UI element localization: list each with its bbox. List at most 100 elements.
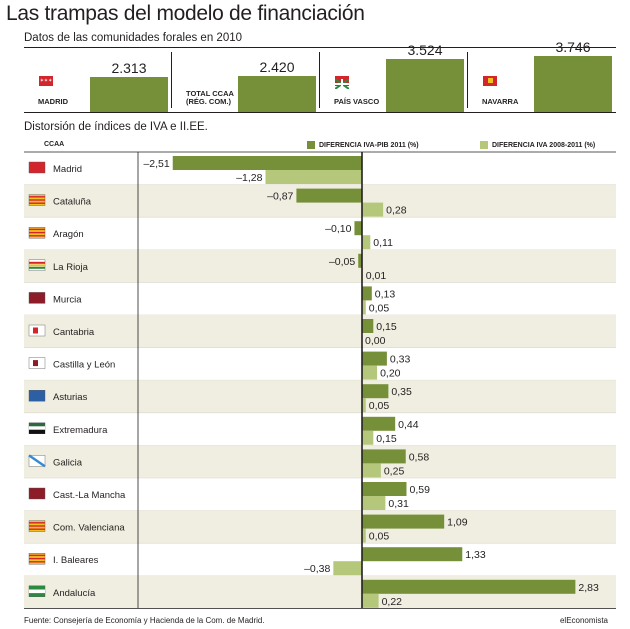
value-label-iva-2008-2011: –0,38 <box>304 563 330 575</box>
region-label: Asturias <box>53 392 88 403</box>
value-label-iva-pib-2011: 1,09 <box>447 517 468 529</box>
region-label: Extremadura <box>53 425 108 436</box>
flag-stripe <box>29 196 45 198</box>
panels-rule <box>24 112 616 113</box>
panel-value: 2.313 <box>111 60 147 76</box>
ccaa-header: CCAA <box>44 141 65 148</box>
value-label-iva-pib-2011: 0,13 <box>375 288 396 300</box>
value-label-iva-2008-2011: 0,05 <box>369 400 390 412</box>
bar-iva-pib-2011 <box>362 579 576 594</box>
flag-stripe <box>29 557 45 560</box>
flag-stripe <box>29 202 45 204</box>
subtitle: Datos de las comunidades forales en 2010 <box>24 32 243 44</box>
bar-iva-2008-2011 <box>362 496 386 510</box>
legend-label-series-2: DIFERENCIA IVA 2008-2011 (%) <box>492 141 596 149</box>
panel-separator <box>319 52 320 108</box>
flag-stripe <box>29 264 45 267</box>
region-label: Galicia <box>53 457 83 468</box>
value-label-iva-2008-2011: 0,31 <box>388 498 409 510</box>
region-flag-icon <box>28 161 46 174</box>
panel-2: 2.420 TOTAL CCAA (RÉG. COM.) <box>172 48 320 112</box>
bar-iva-pib-2011 <box>362 449 406 464</box>
panel-label: TOTAL CCAA (RÉG. COM.) <box>186 89 234 106</box>
row-stripe <box>24 445 616 478</box>
flag-stripe <box>29 561 45 563</box>
panel-3: 3.524 PAÍS VASCO <box>320 42 468 112</box>
bar-iva-2008-2011 <box>362 235 371 250</box>
bar-iva-pib-2011 <box>362 384 389 399</box>
region-label: Castilla y León <box>53 360 115 371</box>
bar-iva-2008-2011 <box>362 300 366 315</box>
value-label-iva-2008-2011: 0,25 <box>384 465 405 477</box>
madrid-flag-icon: ✶✶✶ <box>39 76 53 86</box>
bar-iva-pib-2011 <box>362 482 407 496</box>
value-label-iva-pib-2011: 0,35 <box>391 386 412 398</box>
value-label-iva-2008-2011: 0,11 <box>373 237 393 249</box>
bar-iva-pib-2011 <box>296 188 362 203</box>
bar-iva-pib-2011 <box>362 514 445 529</box>
bar-iva-2008-2011 <box>362 593 379 608</box>
bar-iva-pib-2011 <box>362 319 374 333</box>
flag-stripe <box>28 454 46 468</box>
bar-iva-2008-2011 <box>362 528 366 543</box>
region-label: Andalucía <box>53 588 96 599</box>
panel-label: NAVARRA <box>482 97 519 106</box>
legend-label-series-1: DIFERENCIA IVA-PIB 2011 (%) <box>319 141 419 149</box>
row-stripe <box>24 249 616 283</box>
flag-stripe <box>29 528 45 530</box>
panel-bar <box>386 59 464 112</box>
flag-emblem <box>33 360 38 367</box>
panel-value: 2.420 <box>259 59 295 75</box>
source-note: Fuente: Consejería de Economía y Haciend… <box>24 616 265 625</box>
brand-credit: elEconomista <box>559 616 608 625</box>
panel-bar <box>534 56 612 112</box>
flag-stripe <box>29 266 45 269</box>
flag-stripe <box>29 228 45 231</box>
bar-iva-2008-2011 <box>362 202 384 217</box>
value-label-iva-pib-2011: 0,44 <box>398 419 419 431</box>
row-stripe <box>24 510 616 544</box>
region-label: Madrid <box>53 164 82 175</box>
region-flag-icon <box>28 487 46 500</box>
bar-iva-2008-2011 <box>362 463 381 478</box>
legend-item-series-2: DIFERENCIA IVA 2008-2011 (%) <box>480 141 595 149</box>
panel-1: 2.313 MADRID ✶✶✶ <box>24 48 172 112</box>
bar-iva-2008-2011 <box>362 398 366 413</box>
flag-emblem <box>33 327 38 334</box>
value-label-iva-pib-2011: –0,87 <box>267 191 293 203</box>
bar-iva-pib-2011 <box>362 286 372 301</box>
panel-label: PAÍS VASCO <box>334 97 380 106</box>
value-label-iva-pib-2011: 2,83 <box>578 582 599 594</box>
value-label-iva-2008-2011: 0,01 <box>366 270 387 282</box>
panel-separator <box>467 52 468 108</box>
value-label-iva-2008-2011: 0,05 <box>369 531 390 543</box>
region-label: Cantabria <box>53 327 95 338</box>
panel-bar <box>90 77 168 112</box>
bar-iva-pib-2011 <box>358 253 362 268</box>
bar-iva-pib-2011 <box>354 221 362 236</box>
value-label-iva-2008-2011: 0,05 <box>369 302 390 314</box>
value-label-iva-pib-2011: 0,33 <box>390 354 411 366</box>
value-label-iva-pib-2011: 0,15 <box>376 321 397 333</box>
flag-stripe <box>29 522 45 524</box>
row-stripe <box>24 315 616 348</box>
bar-iva-pib-2011 <box>362 351 387 366</box>
bar-iva-pib-2011 <box>362 416 396 431</box>
value-label-iva-2008-2011: 0,22 <box>382 596 403 608</box>
flag-stripe <box>29 429 45 434</box>
region-label: La Rioja <box>53 262 89 273</box>
flag-stripe <box>29 261 45 264</box>
region-label: Cataluña <box>53 197 92 208</box>
region-label: Com. Valenciana <box>53 523 125 534</box>
flag-stripe <box>29 231 45 234</box>
value-label-iva-pib-2011: –0,10 <box>325 223 351 235</box>
flag-stripe <box>29 235 45 237</box>
navarra-flag-icon <box>483 76 497 86</box>
value-label-iva-pib-2011: –2,51 <box>143 158 169 170</box>
region-flag-icon <box>28 390 46 402</box>
panel-value: 3.524 <box>407 42 443 58</box>
value-label-iva-pib-2011: 0,58 <box>409 451 430 463</box>
value-label-iva-pib-2011: 0,59 <box>409 484 430 496</box>
value-label-iva-pib-2011: 1,33 <box>465 549 486 561</box>
